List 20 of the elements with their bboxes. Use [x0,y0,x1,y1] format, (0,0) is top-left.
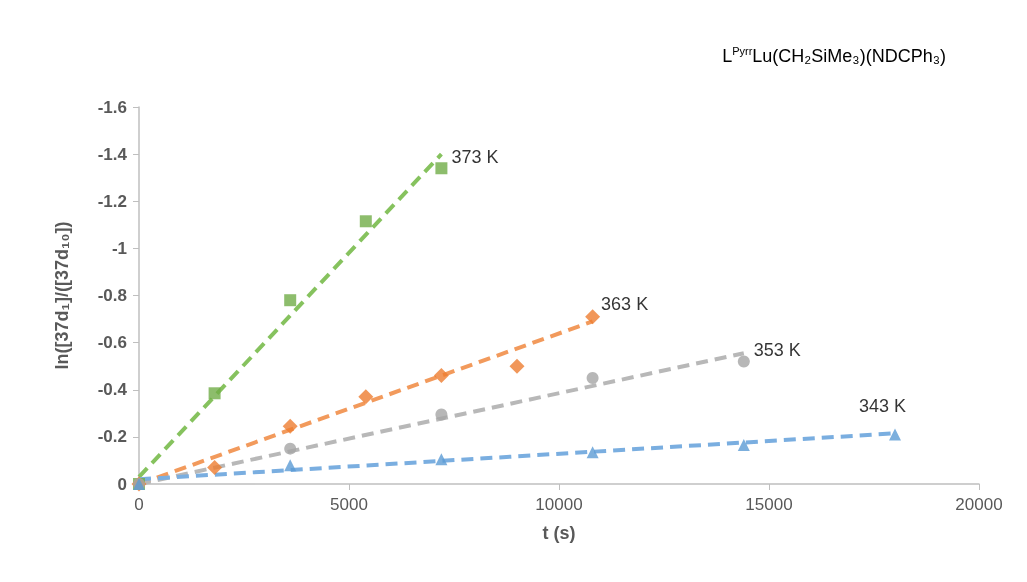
x-axis-title: t (s) [542,523,576,543]
y-tick-label: -1.6 [97,97,127,117]
y-tick-label: -1.4 [97,144,128,164]
x-tick-label: 0 [134,495,144,514]
y-tick-label: 0 [117,474,127,494]
x-tick-label: 10000 [535,495,583,514]
y-tick-label: -0.4 [97,380,128,400]
y-axis-title: ln([37d₁]/([37d₁₀]) [52,221,72,370]
y-tick-label: -1 [111,238,127,258]
y-tick-label: -0.6 [97,333,127,353]
series-label: 353 K [753,340,801,361]
series-label: 343 K [859,395,907,416]
series-label: 363 K [601,294,649,315]
y-tick-label: -1.2 [97,191,127,211]
y-tick-label: -0.2 [97,427,127,447]
x-tick-label: 20000 [955,495,1003,514]
x-tick-label: 5000 [330,495,368,514]
y-tick-label: -0.8 [97,286,127,305]
x-tick-label: 15000 [745,495,793,514]
series-label: 373 K [451,147,499,168]
